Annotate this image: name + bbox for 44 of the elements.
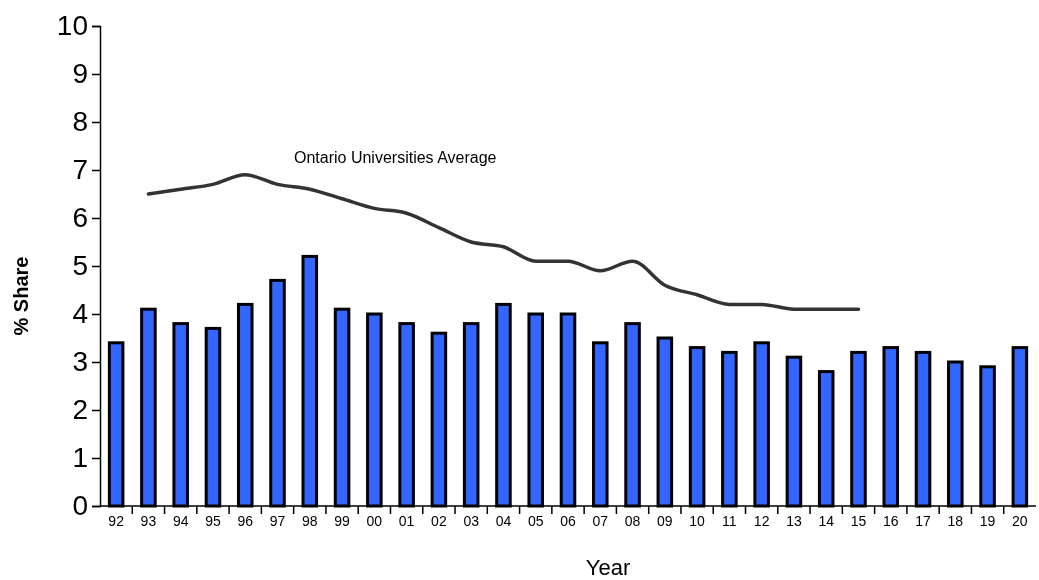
x-tick-label: 92 (108, 513, 125, 529)
x-tick-label: 07 (592, 513, 609, 529)
x-tick-label: 03 (463, 513, 480, 529)
line-series (146, 173, 861, 311)
x-tick-label: 16 (882, 513, 899, 529)
y-tick-label: 0 (72, 490, 88, 522)
x-tick-label: 02 (431, 513, 447, 529)
x-tick-label: 20 (1012, 513, 1028, 529)
y-tick-label: 5 (72, 250, 88, 282)
x-tick-label: 15 (850, 513, 867, 529)
x-tick-label: 19 (979, 513, 996, 529)
x-tick-label: 18 (947, 513, 964, 529)
x-tick-label: 06 (560, 513, 576, 529)
x-tick-label: 04 (495, 513, 512, 529)
series-label: Ontario Universities Average (294, 148, 497, 166)
x-tick-label: 11 (722, 513, 737, 529)
y-tick-label: 8 (72, 106, 88, 138)
x-tick-label: 00 (366, 513, 383, 529)
y-tick-label: 2 (72, 394, 88, 426)
y-tick-label: 10 (56, 10, 88, 42)
x-tick-label: 98 (302, 513, 318, 529)
x-tick-label: 13 (786, 513, 802, 529)
x-tick-label: 17 (915, 513, 932, 529)
x-tick-label: 96 (237, 513, 254, 529)
y-tick-label: 6 (72, 202, 88, 234)
y-tick-label: 7 (72, 154, 88, 186)
y-tick-label: 9 (72, 58, 88, 90)
x-tick-label: 01 (398, 513, 415, 529)
x-tick-label: 05 (527, 513, 544, 529)
x-tick-label: 12 (753, 513, 770, 529)
y-tick-label: 1 (72, 442, 88, 474)
x-tick-label: 09 (657, 513, 673, 529)
x-tick-label: 94 (172, 513, 189, 529)
x-tick-label: 99 (334, 513, 351, 529)
x-tick-label: 14 (818, 513, 835, 529)
y-tick-label: 4 (72, 298, 88, 330)
x-tick-label: 93 (140, 513, 157, 529)
y-tick-label: 3 (72, 346, 88, 378)
x-tick-label: 95 (205, 513, 221, 529)
x-tick-label: 97 (269, 513, 286, 529)
x-tick-label: 10 (689, 513, 706, 529)
x-axis-title: Year (585, 555, 631, 580)
y-axis-title: % Share (10, 256, 32, 336)
x-tick-label: 08 (624, 513, 641, 529)
